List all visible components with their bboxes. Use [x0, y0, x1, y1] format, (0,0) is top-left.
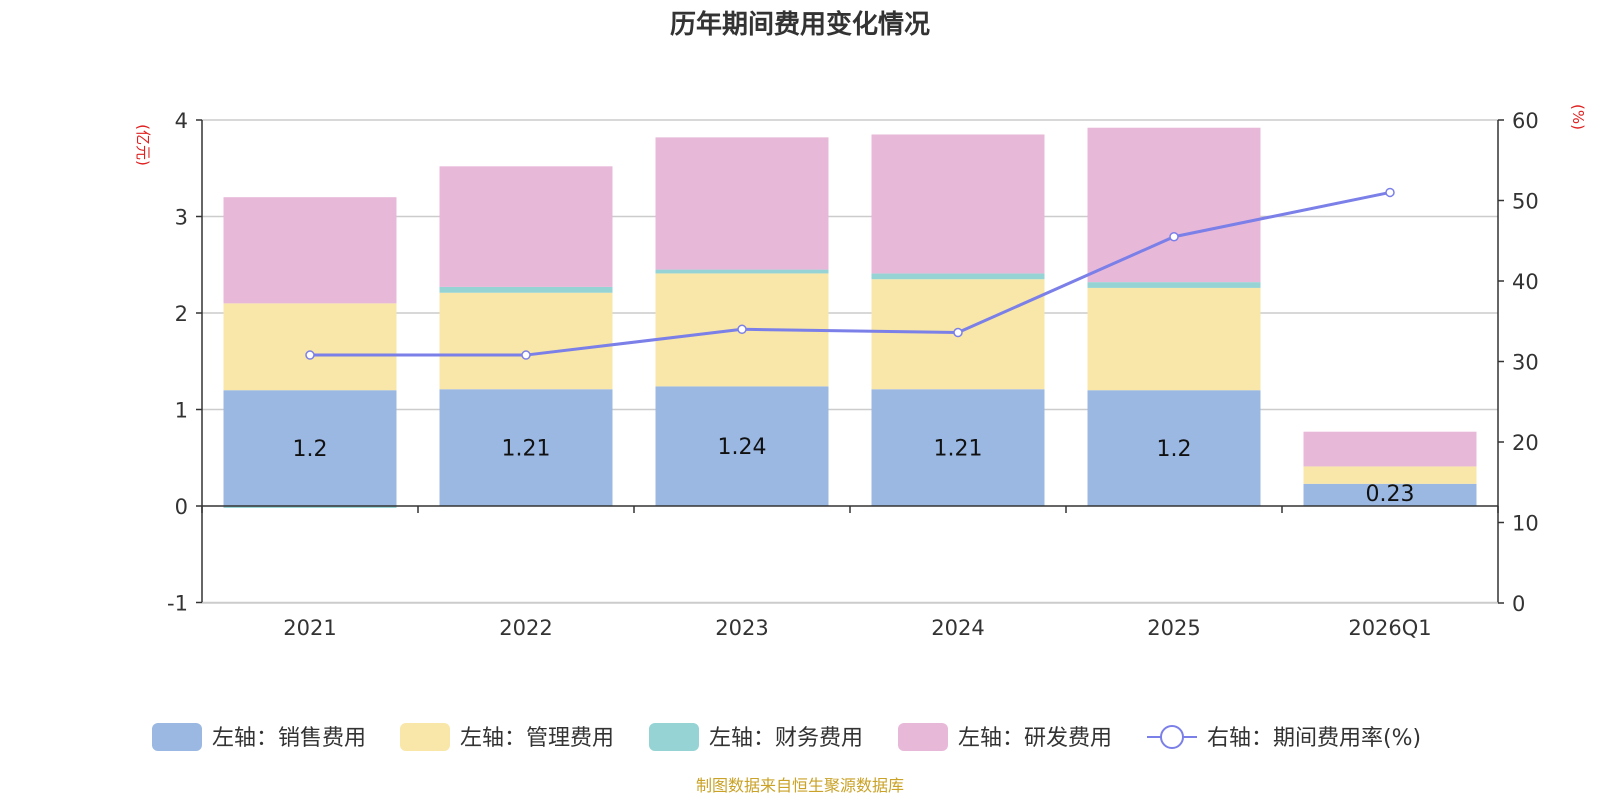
right-tick-label: 40 — [1512, 270, 1539, 294]
bar-s0-2026Q1 — [1303, 483, 1477, 506]
right-tick-label: 50 — [1512, 190, 1539, 214]
bar-series — [223, 127, 1477, 508]
source-note: 制图数据来自恒生聚源数据库 — [696, 776, 904, 795]
legend-label-2: 左轴：财务费用 — [709, 726, 863, 751]
x-label-2024: 2024 — [931, 616, 984, 640]
data-label-2024: 1.21 — [934, 437, 983, 462]
bar-s0-2023 — [655, 386, 829, 506]
bar-s2-2024 — [871, 273, 1045, 280]
bar-s2-2022 — [439, 286, 613, 293]
bar-s3-2026Q1 — [1303, 431, 1477, 467]
left-tick-label: 2 — [175, 302, 188, 326]
bar-s1-2026Q1 — [1303, 466, 1477, 484]
x-label-2021: 2021 — [283, 616, 336, 640]
left-tick-label: 3 — [175, 206, 188, 230]
data-label-2023: 1.24 — [718, 435, 767, 460]
left-tick-label: -1 — [167, 592, 188, 616]
right-tick-label: 60 — [1512, 109, 1539, 133]
legend-label-3: 左轴：研发费用 — [958, 726, 1112, 751]
bar-s3-2021 — [223, 197, 397, 304]
legend-swatch-3 — [898, 723, 948, 751]
right-tick-label: 10 — [1512, 512, 1539, 536]
rate-line — [310, 190, 1391, 357]
data-labels: 1.2 1.21 1.24 1.21 1.2 0.23 — [293, 435, 1415, 507]
rate-point-2025 — [1169, 231, 1179, 242]
right-axis-unit: (%) — [1569, 104, 1587, 130]
chart-title: 历年期间费用变化情况 — [670, 9, 930, 40]
bar-s0-2022 — [439, 389, 613, 506]
legend-label-0: 左轴：销售费用 — [212, 726, 366, 751]
bar-s3-2022 — [439, 166, 613, 287]
legend-swatch-1 — [400, 723, 450, 751]
x-label-2025: 2025 — [1147, 616, 1200, 640]
x-label-2026Q1: 2026Q1 — [1348, 616, 1431, 640]
legend-label-1: 左轴：管理费用 — [460, 726, 614, 751]
line-series — [305, 187, 1395, 360]
x-label-2023: 2023 — [715, 616, 768, 640]
bar-s1-2025 — [1087, 287, 1261, 391]
rate-point-2026Q1 — [1385, 187, 1395, 198]
data-label-2025: 1.2 — [1157, 437, 1192, 462]
data-label-2026Q1: 0.23 — [1366, 482, 1415, 507]
rate-point-2024 — [953, 327, 963, 338]
left-tick-label: 4 — [175, 109, 188, 133]
legend: 左轴：销售费用 左轴：管理费用 左轴：财务费用 左轴：研发费用 右轴：期间费用率(%) — [152, 723, 1421, 751]
rate-point-2021 — [305, 350, 315, 360]
data-label-2021: 1.2 — [293, 437, 328, 462]
legend-label-4: 右轴：期间费用率(%) — [1207, 726, 1421, 751]
bar-s3-2024 — [871, 134, 1045, 274]
legend-circle-swatch — [1160, 725, 1184, 749]
left-axis-unit: (亿元) — [134, 124, 152, 166]
right-tick-label: 20 — [1512, 431, 1539, 455]
rate-point-2023 — [737, 324, 747, 335]
x-label-2022: 2022 — [499, 616, 552, 640]
right-tick-label: 0 — [1512, 592, 1525, 616]
left-tick-label: 1 — [175, 399, 188, 423]
bar-s2-2021 — [223, 506, 397, 508]
rate-point-2022 — [521, 350, 531, 360]
legend-swatch-2 — [649, 723, 699, 751]
bar-s3-2025 — [1087, 127, 1261, 283]
legend-swatch-0 — [152, 723, 202, 751]
bar-s0-2021 — [223, 390, 397, 506]
bar-s3-2023 — [655, 137, 829, 270]
bar-s0-2025 — [1087, 390, 1261, 506]
data-label-2022: 1.21 — [502, 437, 551, 462]
bar-s0-2024 — [871, 389, 1045, 506]
bar-s2-2023 — [655, 269, 829, 274]
bar-s1-2021 — [223, 303, 397, 391]
right-tick-label: 30 — [1512, 351, 1539, 375]
bar-s1-2022 — [439, 292, 613, 390]
left-tick-label: 0 — [175, 495, 188, 519]
bar-s2-2025 — [1087, 282, 1261, 288]
